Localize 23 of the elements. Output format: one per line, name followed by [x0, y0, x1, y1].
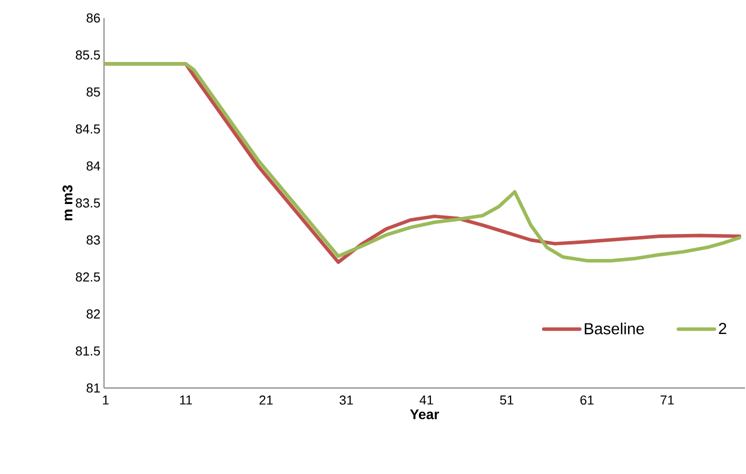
- x-tick-label: 51: [500, 396, 514, 405]
- y-tick-label: 85: [86, 87, 100, 97]
- y-tick-label: 81: [86, 383, 100, 393]
- x-axis-title: Year: [410, 410, 440, 420]
- x-tick-label: 61: [580, 396, 594, 405]
- legend-label: Baseline: [584, 322, 644, 334]
- y-tick-label: 84.5: [76, 124, 100, 134]
- y-axis-title: m m3: [62, 185, 72, 220]
- y-tick-label: 85.5: [76, 50, 100, 60]
- x-tick-label: 41: [420, 396, 434, 404]
- y-tick-label: 86: [86, 13, 100, 23]
- x-tick-label: 21: [260, 396, 273, 405]
- x-tick-label: 71: [660, 396, 674, 404]
- y-tick-label: 82.5: [76, 272, 100, 282]
- x-tick-label: 31: [340, 396, 353, 405]
- y-tick-label: 84: [86, 161, 100, 171]
- y-tick-label: 82: [86, 309, 100, 319]
- x-tick-label: 1: [102, 396, 109, 404]
- y-tick-label: 81.5: [76, 346, 100, 356]
- x-tick-label: 11: [180, 396, 192, 404]
- y-tick-label: 83: [86, 235, 100, 245]
- y-tick-label: 83.5: [76, 198, 100, 208]
- legend-label: 2: [718, 322, 726, 334]
